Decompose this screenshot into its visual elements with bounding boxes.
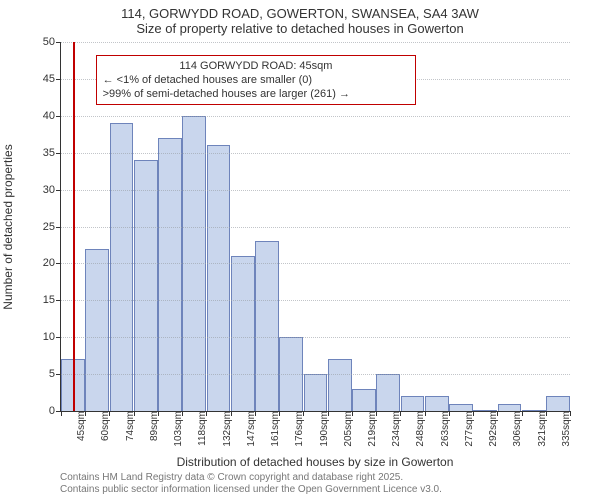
reference-line — [73, 42, 75, 411]
bar — [158, 138, 182, 411]
xtick-label: 89sqm — [149, 411, 160, 455]
xtick-label: 147sqm — [246, 411, 257, 455]
ytick-mark — [56, 263, 61, 264]
xtick-label: 219sqm — [367, 411, 378, 455]
bar — [207, 145, 231, 411]
bar — [352, 389, 376, 411]
ytick-label: 50 — [25, 36, 55, 48]
chart-container: 114, GORWYDD ROAD, GOWERTON, SWANSEA, SA… — [0, 0, 600, 500]
ytick-mark — [56, 300, 61, 301]
xtick-label: 292sqm — [488, 411, 499, 455]
x-axis-label: Distribution of detached houses by size … — [60, 455, 570, 469]
ytick-mark — [56, 337, 61, 338]
gridline — [61, 337, 570, 338]
xtick-label: 60sqm — [100, 411, 111, 455]
bar — [449, 404, 473, 411]
bar — [498, 404, 522, 411]
ytick-label: 5 — [25, 368, 55, 380]
bar — [401, 396, 425, 411]
annotation-line: >99% of semi-detached houses are larger … — [103, 87, 410, 101]
ytick-mark — [56, 79, 61, 80]
xtick-label: 234sqm — [391, 411, 402, 455]
xtick-label: 176sqm — [294, 411, 305, 455]
bar — [376, 374, 400, 411]
annotation-line: ← <1% of detached houses are smaller (0) — [103, 73, 410, 87]
ytick-label: 40 — [25, 110, 55, 122]
gridline — [61, 374, 570, 375]
title-line-1: 114, GORWYDD ROAD, GOWERTON, SWANSEA, SA… — [0, 6, 600, 21]
xtick-label: 263sqm — [440, 411, 451, 455]
gridline — [61, 227, 570, 228]
annotation-box: 114 GORWYDD ROAD: 45sqm← <1% of detached… — [96, 55, 417, 105]
ytick-label: 30 — [25, 184, 55, 196]
ytick-label: 45 — [25, 73, 55, 85]
footer-line-1: Contains HM Land Registry data © Crown c… — [60, 472, 590, 484]
bar — [304, 374, 328, 411]
ytick-mark — [56, 374, 61, 375]
gridline — [61, 263, 570, 264]
bar — [546, 396, 570, 411]
ytick-label: 10 — [25, 331, 55, 343]
gridline — [61, 153, 570, 154]
bar — [110, 123, 134, 411]
xtick-label: 306sqm — [512, 411, 523, 455]
gridline — [61, 190, 570, 191]
ytick-label: 15 — [25, 294, 55, 306]
bar — [231, 256, 255, 411]
xtick-label: 161sqm — [270, 411, 281, 455]
bar — [328, 359, 352, 411]
bar — [85, 249, 109, 411]
xtick-label: 205sqm — [343, 411, 354, 455]
ytick-label: 25 — [25, 221, 55, 233]
xtick-label: 103sqm — [173, 411, 184, 455]
ytick-label: 0 — [25, 405, 55, 417]
gridline — [61, 42, 570, 43]
xtick-label: 190sqm — [319, 411, 330, 455]
gridline — [61, 300, 570, 301]
ytick-mark — [56, 190, 61, 191]
ytick-label: 20 — [25, 257, 55, 269]
ytick-mark — [56, 227, 61, 228]
xtick-label: 321sqm — [537, 411, 548, 455]
plot-area: 114 GORWYDD ROAD: 45sqm← <1% of detached… — [60, 42, 570, 412]
chart-title: 114, GORWYDD ROAD, GOWERTON, SWANSEA, SA… — [0, 6, 600, 36]
xtick-label: 335sqm — [561, 411, 572, 455]
y-axis-label: Number of detached properties — [1, 144, 15, 309]
footer-line-2: Contains public sector information licen… — [60, 484, 590, 496]
gridline — [61, 116, 570, 117]
bar — [425, 396, 449, 411]
xtick-label: 248sqm — [415, 411, 426, 455]
ytick-mark — [56, 42, 61, 43]
ytick-mark — [56, 116, 61, 117]
xtick-label: 118sqm — [197, 411, 208, 455]
xtick-mark — [61, 411, 62, 416]
footer-attribution: Contains HM Land Registry data © Crown c… — [60, 472, 590, 496]
ytick-label: 35 — [25, 147, 55, 159]
xtick-label: 45sqm — [76, 411, 87, 455]
ytick-mark — [56, 153, 61, 154]
xtick-label: 277sqm — [464, 411, 475, 455]
xtick-label: 74sqm — [125, 411, 136, 455]
xtick-label: 132sqm — [222, 411, 233, 455]
annotation-line: 114 GORWYDD ROAD: 45sqm — [103, 59, 410, 73]
title-line-2: Size of property relative to detached ho… — [0, 21, 600, 36]
bar — [255, 241, 279, 411]
